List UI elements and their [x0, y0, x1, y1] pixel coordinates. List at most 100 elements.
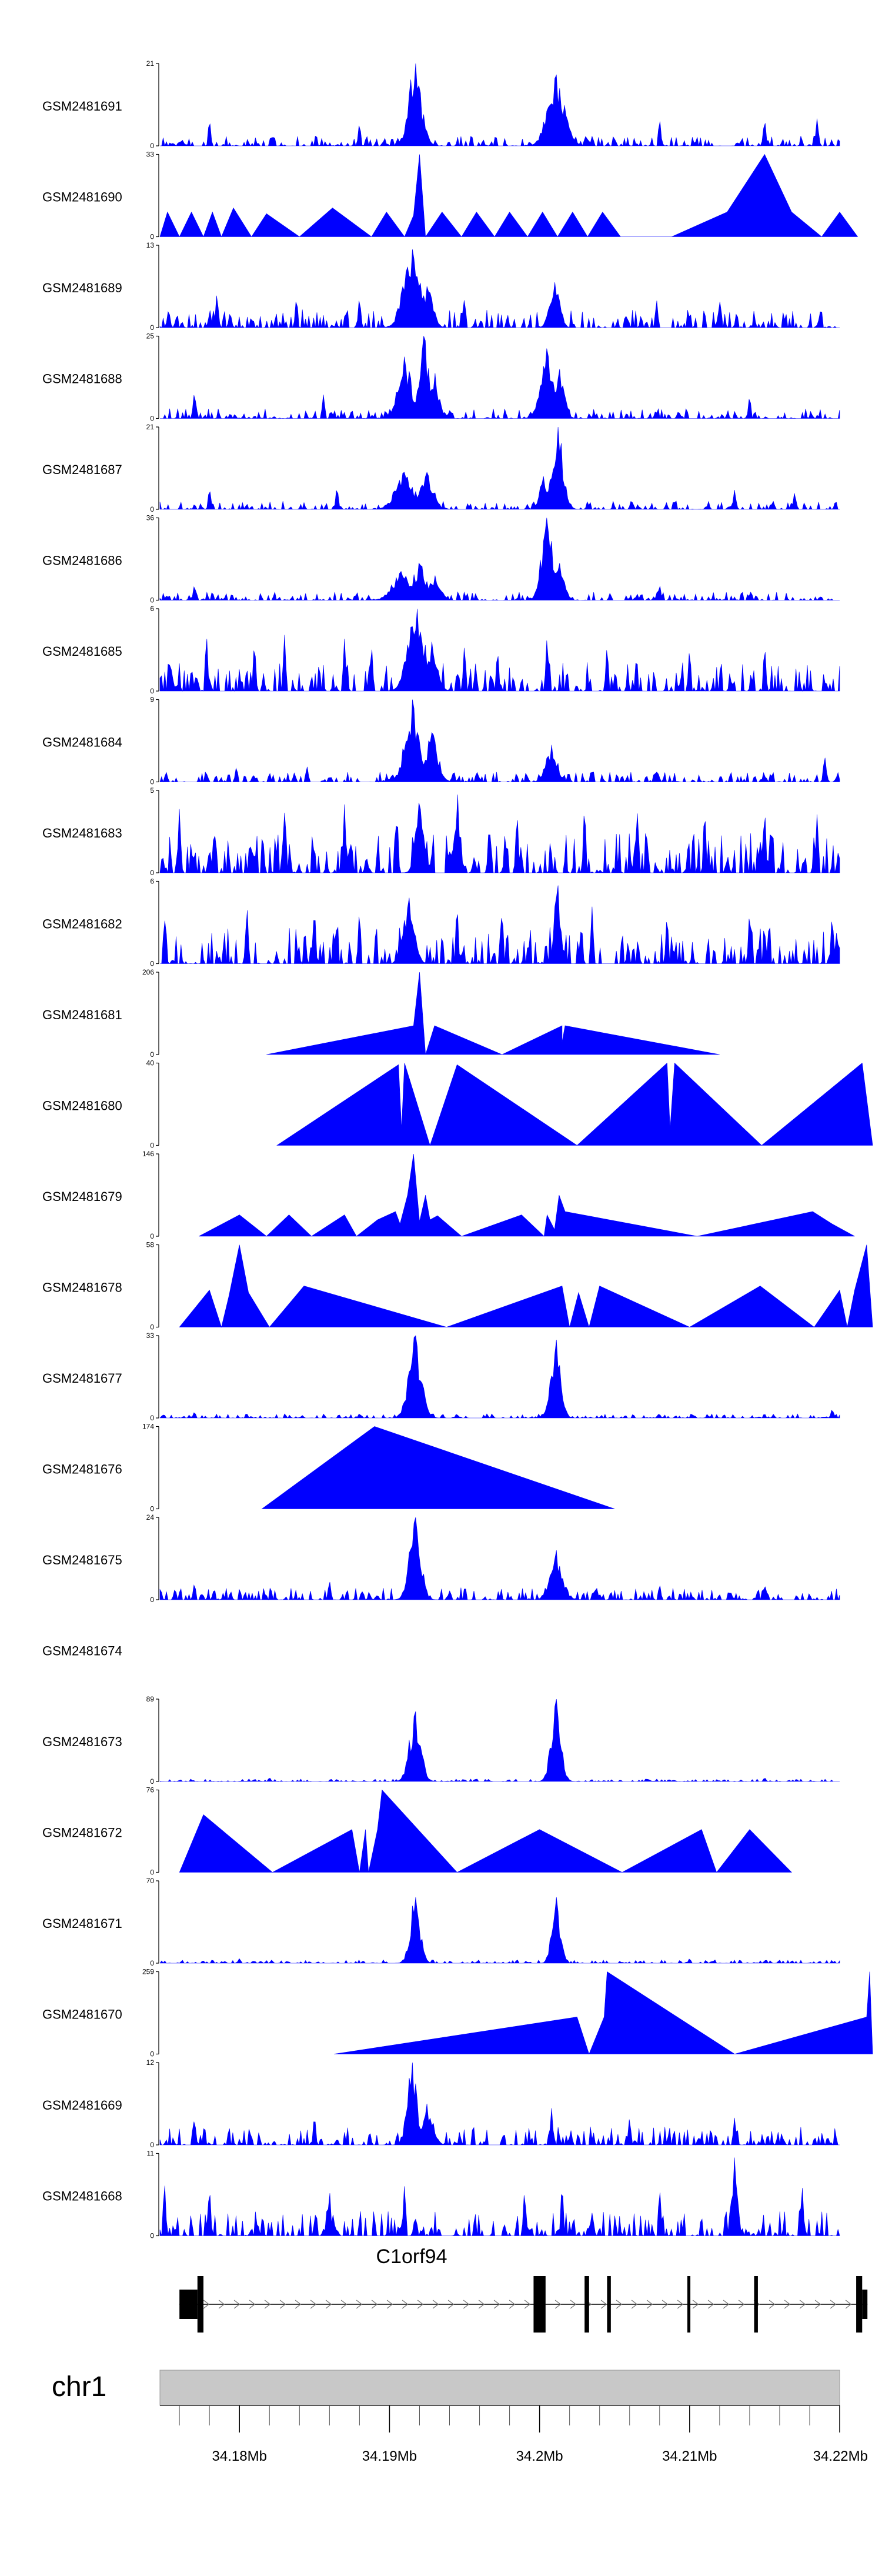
y-min-label: 0 [150, 2232, 154, 2240]
strand-arrow [218, 2300, 225, 2309]
y-min-label: 0 [150, 142, 154, 150]
track-gsm2481678: GSM2481678 58 0 [42, 1241, 873, 1332]
strand-arrow [616, 2300, 623, 2309]
y-max-label: 146 [142, 1150, 154, 1158]
tick-label: 34.19Mb [362, 2448, 417, 2464]
track-label: GSM2481674 [42, 1644, 122, 1659]
track-gsm2481688: GSM2481688 25 0 [42, 332, 840, 423]
gene-exon [533, 2276, 546, 2333]
y-max-label: 9 [150, 696, 154, 704]
strand-arrow [509, 2300, 516, 2309]
strand-arrow [386, 2300, 393, 2309]
strand-arrow [646, 2300, 653, 2309]
track-label: GSM2481668 [42, 2189, 122, 2204]
strand-arrow [814, 2300, 821, 2309]
signal-area [276, 1062, 873, 1146]
chromosome-axis-track: chr1 34.18Mb 34.19Mb 34.2Mb 34.21Mb 34.22Mb [52, 2370, 868, 2464]
strand-arrow [203, 2300, 210, 2309]
y-min-label: 0 [150, 1505, 154, 1513]
y-min-label: 0 [150, 1323, 154, 1332]
track-label: GSM2481680 [42, 1099, 122, 1113]
track-label: GSM2481670 [42, 2007, 122, 2022]
y-max-label: 25 [146, 332, 155, 341]
y-max-label: 89 [146, 1695, 155, 1703]
track-gsm2481689: GSM2481689 13 0 [42, 241, 840, 332]
track-label: GSM2481673 [42, 1734, 122, 1749]
strand-arrow [493, 2300, 500, 2309]
tick-label: 34.22Mb [813, 2448, 868, 2464]
y-max-label: 13 [146, 241, 155, 249]
track-gsm2481681: GSM2481681 206 0 [42, 968, 720, 1059]
track-gsm2481670: GSM2481670 259 0 [42, 1968, 873, 2058]
gene-exon [687, 2276, 691, 2333]
strand-arrow [371, 2300, 378, 2309]
track-label: GSM2481689 [42, 281, 122, 295]
signal-area [179, 1244, 873, 1328]
strand-arrow [738, 2300, 745, 2309]
strand-arrow [677, 2300, 684, 2309]
strand-arrow [845, 2300, 852, 2309]
y-min-label: 0 [150, 687, 154, 695]
tick-label: 34.18Mb [212, 2448, 267, 2464]
tick-label: 34.2Mb [516, 2448, 563, 2464]
y-min-label: 0 [150, 1050, 154, 1059]
y-min-label: 0 [150, 323, 154, 332]
strand-arrow [356, 2300, 363, 2309]
signal-area [159, 518, 840, 601]
signal-area [159, 1517, 840, 1601]
chromosome-bar [159, 2370, 840, 2406]
y-min-label: 0 [150, 778, 154, 786]
y-min-label: 0 [150, 1868, 154, 1877]
gene-exon [607, 2276, 611, 2333]
track-label: GSM2481671 [42, 1916, 122, 1931]
gene-model-track: C1orf94 [179, 2245, 868, 2333]
track-label: GSM2481672 [42, 1826, 122, 1840]
track-gsm2481683: GSM2481683 5 0 [42, 786, 840, 877]
track-label: GSM2481669 [42, 2098, 122, 2113]
signal-area [159, 699, 840, 783]
track-label: GSM2481682 [42, 917, 122, 932]
track-gsm2481680: GSM2481680 40 0 [42, 1059, 873, 1150]
y-min-label: 0 [150, 2141, 154, 2149]
y-max-label: 5 [150, 786, 154, 795]
y-max-label: 36 [146, 514, 155, 522]
y-max-label: 33 [146, 151, 155, 159]
y-min-label: 0 [150, 1232, 154, 1240]
y-min-label: 0 [150, 505, 154, 513]
strand-arrow [662, 2300, 669, 2309]
y-max-label: 58 [146, 1241, 155, 1249]
signal-area [159, 426, 840, 510]
strand-arrow [570, 2300, 577, 2309]
track-gsm2481673: GSM2481673 89 0 [42, 1695, 840, 1786]
track-label: GSM2481678 [42, 1280, 122, 1295]
gene-exon [862, 2290, 868, 2319]
signal-tracks: GSM2481691210GSM2481690330GSM2481689130G… [42, 59, 873, 2240]
signal-area [159, 2157, 840, 2237]
gene-exon [197, 2276, 204, 2333]
track-label: GSM2481690 [42, 190, 122, 205]
y-max-label: 76 [146, 1786, 155, 1794]
strand-arrow [769, 2300, 776, 2309]
y-max-label: 40 [146, 1059, 155, 1067]
y-max-label: 6 [150, 877, 154, 886]
track-gsm2481669: GSM2481669 12 0 [42, 2058, 840, 2149]
signal-area [179, 1789, 793, 1873]
strand-arrow [631, 2300, 638, 2309]
gene-label: C1orf94 [376, 2245, 447, 2268]
strand-arrow [264, 2300, 271, 2309]
signal-area [160, 63, 840, 147]
track-label: GSM2481691 [42, 99, 122, 114]
y-min-label: 0 [150, 1777, 154, 1786]
signal-area [333, 1971, 873, 2055]
strand-arrow [784, 2300, 791, 2309]
track-gsm2481674: GSM2481674 [42, 1644, 122, 1659]
track-label: GSM2481686 [42, 553, 122, 568]
strand-arrow [799, 2300, 806, 2309]
track-gsm2481679: GSM2481679 146 0 [42, 1150, 855, 1240]
track-gsm2481686: GSM2481686 36 0 [42, 514, 840, 605]
track-label: GSM2481685 [42, 644, 122, 659]
track-label: GSM2481688 [42, 372, 122, 386]
track-gsm2481676: GSM2481676 174 0 [42, 1423, 615, 1513]
strand-arrow [279, 2300, 286, 2309]
signal-area [266, 972, 720, 1055]
